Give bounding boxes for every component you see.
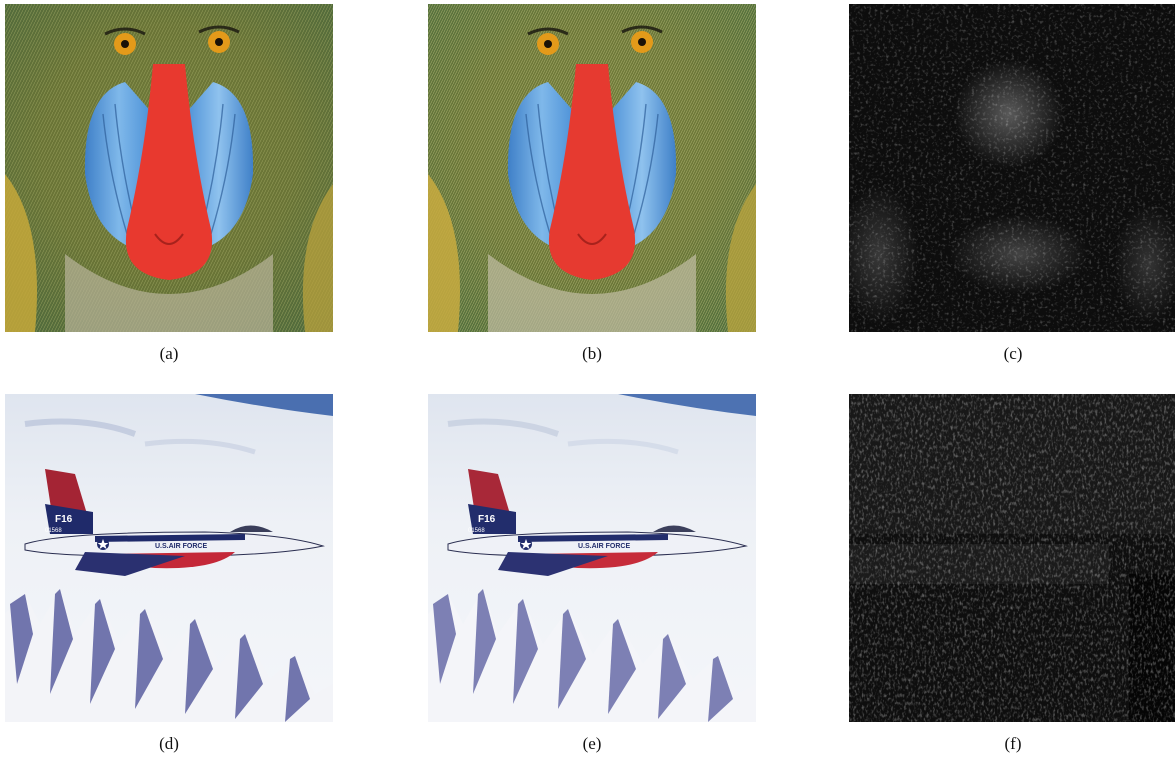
panel-f-jet-difference-map — [849, 394, 1175, 722]
caption-d: (d) — [159, 734, 179, 753]
caption-c: (c) — [1003, 344, 1023, 363]
panel-c-baboon-difference-map — [849, 4, 1175, 332]
fuselage-marking: U.S.AIR FORCE — [578, 543, 630, 550]
panel-d-jet-original: F16 01568 U.S.AIR FORCE — [5, 394, 333, 722]
caption-e: (e) — [582, 734, 602, 753]
tail-serial: 01568 — [45, 528, 62, 534]
baboon-image — [5, 4, 333, 332]
jet-aircraft — [447, 469, 748, 576]
panel-b-baboon-reconstructed — [428, 4, 756, 332]
tail-serial: 01568 — [468, 528, 485, 534]
fuselage-marking: U.S.AIR FORCE — [155, 543, 207, 550]
jet-image: F16 01568 U.S.AIR FORCE — [5, 394, 333, 722]
difference-map-image — [849, 4, 1175, 332]
tail-marking: F16 — [55, 514, 73, 525]
tail-marking: F16 — [478, 514, 496, 525]
caption-a: (a) — [159, 344, 179, 363]
difference-map-image — [849, 394, 1175, 722]
jet-image: F16 01568 U.S.AIR FORCE — [428, 394, 756, 722]
panel-a-baboon-original — [5, 4, 333, 332]
caption-f: (f) — [1004, 734, 1022, 753]
caption-b: (b) — [582, 344, 602, 363]
baboon-image — [428, 4, 756, 332]
jet-aircraft — [24, 469, 325, 576]
panel-e-jet-reconstructed: F16 01568 U.S.AIR FORCE — [428, 394, 756, 722]
